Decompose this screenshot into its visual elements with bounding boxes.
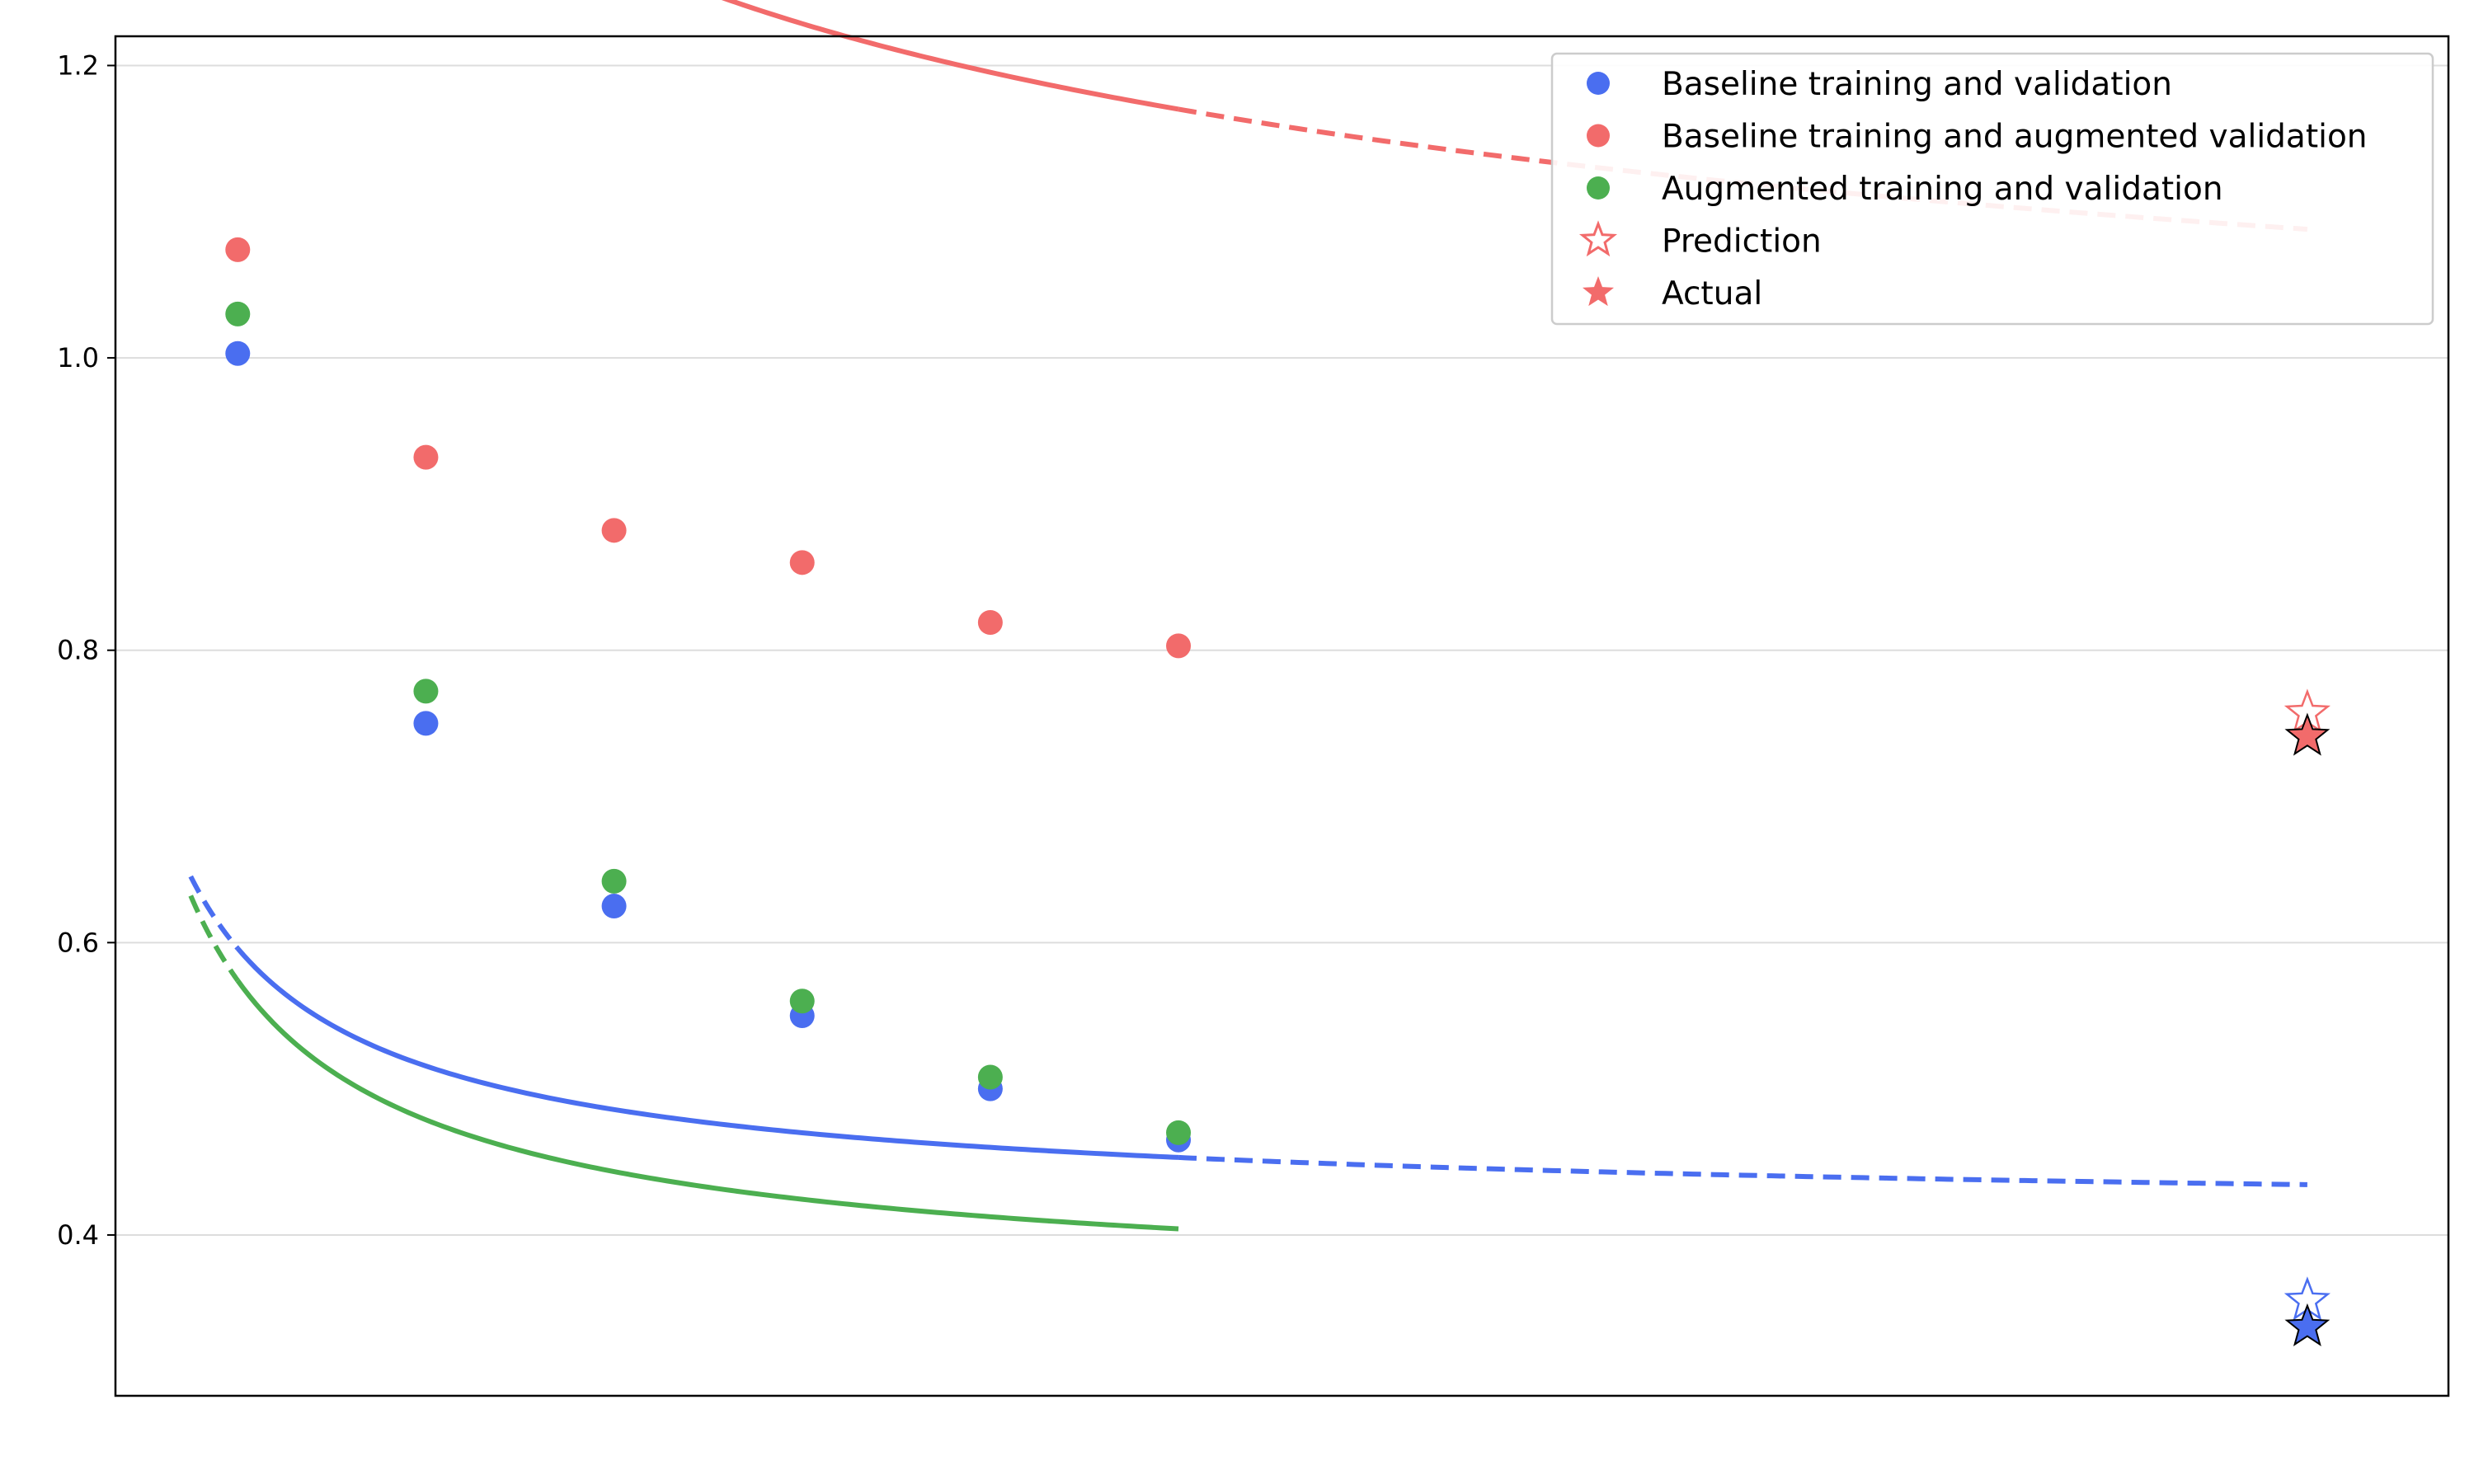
data-point xyxy=(1166,633,1192,659)
data-point xyxy=(1166,1120,1192,1145)
data-points xyxy=(225,237,1192,1153)
legend-label: Actual xyxy=(1662,275,1762,312)
fit-curve-extrapolation-left xyxy=(188,875,240,951)
data-point xyxy=(977,1064,1003,1090)
y-tick-label: 0.6 xyxy=(57,927,99,958)
actual-star xyxy=(2284,1303,2331,1346)
legend-marker xyxy=(1587,176,1610,200)
fit-curve-extrapolation-right xyxy=(1178,1154,2307,1187)
fit-curve xyxy=(235,979,1179,1232)
y-tick-label: 0.4 xyxy=(57,1219,99,1251)
legend-label: Baseline training and augmented validati… xyxy=(1662,119,2368,156)
prediction-actual-markers xyxy=(2284,688,2331,1346)
y-axis-ticks: 0.4 0.6 0.8 1.0 1.2 xyxy=(57,49,115,1251)
legend: Baseline training and validation Baseline… xyxy=(1550,52,2434,326)
legend-marker xyxy=(1587,124,1610,148)
data-point xyxy=(601,868,627,894)
legend-marker xyxy=(1587,72,1610,95)
legend-frame xyxy=(1550,52,2434,326)
actual-star xyxy=(2284,712,2331,756)
data-point xyxy=(225,340,251,366)
data-point xyxy=(413,711,439,736)
data-point xyxy=(225,301,251,326)
data-point xyxy=(413,679,439,704)
y-tick-label: 0.8 xyxy=(57,635,99,666)
legend-marker xyxy=(1582,276,1615,307)
y-tick-label: 1.2 xyxy=(57,49,99,81)
axes-frame xyxy=(114,35,2450,1397)
fit-curve xyxy=(236,946,1179,1160)
data-point xyxy=(601,894,627,919)
legend-label: Prediction xyxy=(1662,223,1822,261)
data-point xyxy=(601,518,627,543)
data-point xyxy=(789,550,815,575)
data-point xyxy=(789,989,815,1014)
legend-marker xyxy=(1578,220,1618,257)
fit-curve xyxy=(721,0,1179,112)
legend-label: Augmented training and validation xyxy=(1662,171,2223,208)
data-point xyxy=(225,237,251,262)
data-point xyxy=(413,444,439,470)
y-grid-lines xyxy=(115,64,2448,1236)
y-tick-label: 1.0 xyxy=(57,342,99,373)
legend-label: Baseline training and validation xyxy=(1662,66,2172,103)
data-point xyxy=(977,610,1003,636)
